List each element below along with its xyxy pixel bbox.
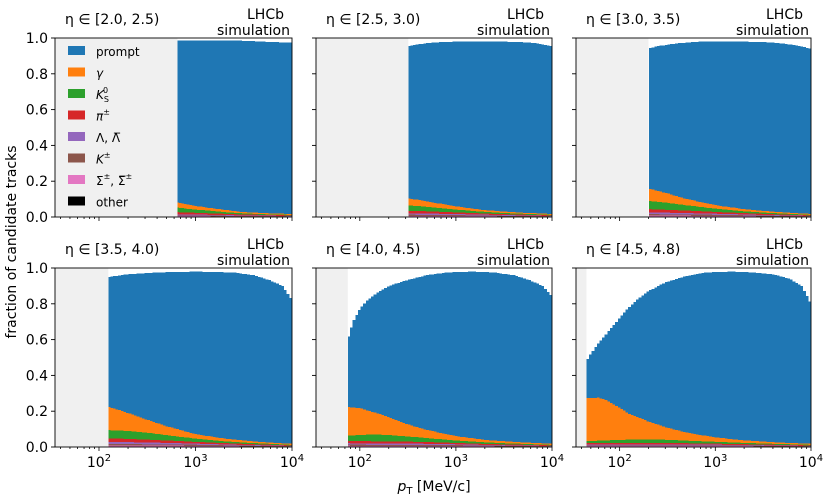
axes-frame bbox=[575, 37, 812, 218]
y-tick-label: 0.8 bbox=[26, 67, 48, 83]
y-tick-label: 0.4 bbox=[26, 368, 48, 384]
watermark-lhcb: LHCb bbox=[766, 237, 803, 253]
legend-swatch-pi bbox=[68, 110, 85, 120]
legend-label-kaon: K± bbox=[96, 151, 111, 167]
panel-title: η ∈ [3.0, 3.5) bbox=[586, 12, 680, 28]
panel-4: 0.0 0.2 0.4 0.6 0.8 1.0 102 103 104 η ∈ [3.5, 4.0… bbox=[26, 237, 304, 471]
prompt-series bbox=[177, 40, 292, 217]
watermark-lhcb: LHCb bbox=[507, 237, 544, 253]
legend-label-pi: π± bbox=[96, 108, 110, 124]
panel-title: η ∈ [4.0, 4.5) bbox=[326, 242, 420, 258]
y-tick-label: 0.0 bbox=[26, 210, 48, 226]
excluded-region bbox=[316, 38, 409, 217]
y-tick-label: 0.6 bbox=[26, 333, 48, 349]
watermark-simulation: simulation bbox=[736, 23, 809, 39]
legend-swatch-kaon bbox=[68, 153, 85, 163]
x-tick-label: 104 bbox=[280, 453, 304, 471]
watermark-lhcb: LHCb bbox=[247, 237, 284, 253]
excluded-region bbox=[576, 38, 649, 217]
x-tick-label: 104 bbox=[540, 453, 564, 471]
y-tick-label: 0.4 bbox=[26, 138, 48, 154]
legend-swatch-prompt bbox=[68, 46, 85, 55]
x-tick-label: 102 bbox=[348, 453, 372, 471]
watermark-lhcb: LHCb bbox=[507, 7, 544, 23]
prompt-series bbox=[586, 271, 811, 447]
legend: prompt γ KS0 π± Λ, Λ̅ K± Σ±, Σ̅± other bbox=[68, 45, 140, 210]
x-axis-label: pT [MeV/c] bbox=[396, 479, 470, 497]
x-tick-label: 102 bbox=[608, 453, 632, 471]
gamma-series bbox=[586, 397, 811, 447]
y-tick-label: 0.6 bbox=[26, 103, 48, 119]
legend-label-other: other bbox=[96, 196, 128, 210]
legend-label-ks0: KS0 bbox=[96, 86, 109, 104]
x-tick-label: 103 bbox=[703, 453, 727, 471]
x-tick-label: 103 bbox=[183, 453, 207, 471]
axes-frame bbox=[54, 267, 293, 448]
prompt-series bbox=[108, 271, 292, 447]
excluded-region bbox=[316, 268, 348, 447]
y-tick-label: 1.0 bbox=[26, 261, 48, 277]
y-tick-label: 0.8 bbox=[26, 297, 48, 313]
prompt-series bbox=[408, 41, 552, 217]
watermark-simulation: simulation bbox=[477, 253, 550, 269]
x-tick-label: 102 bbox=[87, 453, 111, 471]
panel-title: η ∈ [2.0, 2.5) bbox=[65, 12, 159, 28]
watermark-simulation: simulation bbox=[217, 253, 290, 269]
legend-swatch-other bbox=[68, 196, 85, 206]
x-tick-label: 104 bbox=[799, 453, 823, 471]
y-tick-label: 0.2 bbox=[26, 404, 48, 420]
excluded-region bbox=[55, 268, 109, 447]
prompt-series bbox=[347, 271, 552, 447]
legend-label-prompt: prompt bbox=[96, 45, 140, 59]
excluded-region bbox=[55, 38, 178, 217]
legend-swatch-lambda bbox=[68, 132, 85, 141]
watermark-simulation: simulation bbox=[217, 23, 290, 39]
y-tick-label: 1.0 bbox=[26, 31, 48, 47]
panel-title: η ∈ [4.5, 4.8) bbox=[586, 242, 680, 258]
legend-swatch-sigma bbox=[68, 175, 85, 184]
legend-swatch-ks0 bbox=[68, 89, 85, 98]
panel-title: η ∈ [2.5, 3.0) bbox=[326, 12, 420, 28]
legend-label-gamma: γ bbox=[96, 67, 104, 81]
excluded-region bbox=[576, 268, 587, 447]
legend-label-sigma: Σ±, Σ̅± bbox=[96, 172, 132, 188]
panel-1: 0.0 0.2 0.4 0.6 0.8 1.0 η ∈ [2.0, 2.5) LHCbsimu… bbox=[26, 7, 293, 226]
y-tick-label: 0.2 bbox=[26, 174, 48, 190]
x-tick-label: 103 bbox=[444, 453, 468, 471]
y-tick-label: 0.0 bbox=[26, 440, 48, 456]
watermark-simulation: simulation bbox=[477, 23, 550, 39]
panel-title: η ∈ [3.5, 4.0) bbox=[65, 242, 159, 258]
axes-frame bbox=[315, 37, 553, 218]
axes-frame bbox=[315, 267, 553, 448]
axes-frame bbox=[54, 37, 293, 218]
watermark-lhcb: LHCb bbox=[247, 7, 284, 23]
watermark-lhcb: LHCb bbox=[766, 7, 803, 23]
prompt-series bbox=[649, 41, 811, 217]
axes-frame bbox=[575, 267, 812, 448]
watermark-simulation: simulation bbox=[736, 253, 809, 269]
legend-label-lambda: Λ, Λ̅ bbox=[96, 131, 121, 145]
y-axis-label: fraction of candidate tracks bbox=[4, 145, 20, 338]
legend-swatch-gamma bbox=[68, 67, 85, 77]
